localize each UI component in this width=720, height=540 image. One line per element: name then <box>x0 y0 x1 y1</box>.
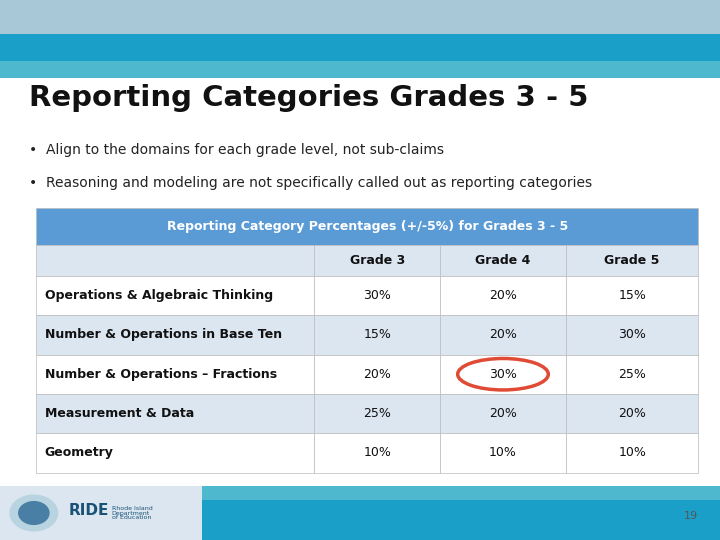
FancyBboxPatch shape <box>36 394 314 433</box>
FancyBboxPatch shape <box>314 394 440 433</box>
FancyBboxPatch shape <box>314 355 440 394</box>
Text: 25%: 25% <box>363 407 391 420</box>
Text: Grade 3: Grade 3 <box>349 254 405 267</box>
FancyBboxPatch shape <box>440 245 566 276</box>
Text: •  Align to the domains for each grade level, not sub-claims: • Align to the domains for each grade le… <box>29 143 444 157</box>
FancyBboxPatch shape <box>36 433 314 472</box>
FancyBboxPatch shape <box>440 355 566 394</box>
Text: 20%: 20% <box>489 407 517 420</box>
Text: Grade 4: Grade 4 <box>475 254 531 267</box>
Text: 10%: 10% <box>363 447 391 460</box>
Text: 30%: 30% <box>363 289 391 302</box>
Text: 20%: 20% <box>363 368 391 381</box>
Text: 30%: 30% <box>489 368 517 381</box>
FancyBboxPatch shape <box>0 61 720 78</box>
FancyBboxPatch shape <box>0 486 202 540</box>
Text: 10%: 10% <box>489 447 517 460</box>
FancyBboxPatch shape <box>440 276 566 315</box>
FancyBboxPatch shape <box>314 315 440 355</box>
FancyBboxPatch shape <box>566 394 698 433</box>
Text: 19: 19 <box>684 511 698 521</box>
Text: 10%: 10% <box>618 447 646 460</box>
FancyBboxPatch shape <box>566 276 698 315</box>
FancyBboxPatch shape <box>440 394 566 433</box>
Text: 15%: 15% <box>618 289 646 302</box>
FancyBboxPatch shape <box>440 315 566 355</box>
FancyBboxPatch shape <box>314 245 440 276</box>
Text: 30%: 30% <box>618 328 646 341</box>
FancyBboxPatch shape <box>36 208 698 245</box>
Text: 20%: 20% <box>489 328 517 341</box>
FancyBboxPatch shape <box>36 355 314 394</box>
Text: Number & Operations – Fractions: Number & Operations – Fractions <box>45 368 276 381</box>
FancyBboxPatch shape <box>0 500 720 540</box>
Text: Rhode Island: Rhode Island <box>112 506 153 511</box>
Text: Operations & Algebraic Thinking: Operations & Algebraic Thinking <box>45 289 273 302</box>
FancyBboxPatch shape <box>566 355 698 394</box>
Text: 15%: 15% <box>363 328 391 341</box>
Text: Reporting Category Percentages (+/-5%) for Grades 3 - 5: Reporting Category Percentages (+/-5%) f… <box>166 220 568 233</box>
FancyBboxPatch shape <box>0 486 720 500</box>
Text: Reporting Categories Grades 3 - 5: Reporting Categories Grades 3 - 5 <box>29 84 588 112</box>
Circle shape <box>10 495 58 531</box>
Text: Measurement & Data: Measurement & Data <box>45 407 194 420</box>
Text: of Education: of Education <box>112 515 151 520</box>
FancyBboxPatch shape <box>0 0 720 35</box>
FancyBboxPatch shape <box>566 433 698 472</box>
FancyBboxPatch shape <box>36 276 314 315</box>
Circle shape <box>19 502 49 524</box>
Text: Grade 5: Grade 5 <box>605 254 660 267</box>
Text: 25%: 25% <box>618 368 646 381</box>
Text: 20%: 20% <box>618 407 646 420</box>
Text: 20%: 20% <box>489 289 517 302</box>
Text: Department: Department <box>112 510 150 516</box>
FancyBboxPatch shape <box>314 276 440 315</box>
FancyBboxPatch shape <box>566 315 698 355</box>
FancyBboxPatch shape <box>36 315 314 355</box>
Text: Geometry: Geometry <box>45 447 114 460</box>
Text: Number & Operations in Base Ten: Number & Operations in Base Ten <box>45 328 282 341</box>
FancyBboxPatch shape <box>314 433 440 472</box>
FancyBboxPatch shape <box>440 433 566 472</box>
Text: RIDE: RIDE <box>68 503 109 518</box>
FancyBboxPatch shape <box>36 245 314 276</box>
FancyBboxPatch shape <box>566 245 698 276</box>
FancyBboxPatch shape <box>0 34 720 62</box>
Text: •  Reasoning and modeling are not specifically called out as reporting categorie: • Reasoning and modeling are not specifi… <box>29 176 592 190</box>
